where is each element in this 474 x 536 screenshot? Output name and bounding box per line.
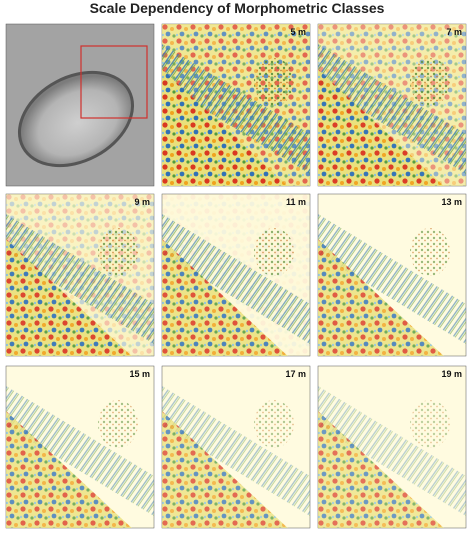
scale-label: 9 m: [134, 197, 150, 207]
stripe-band: [318, 386, 466, 516]
lowland-texture: [162, 411, 288, 528]
cluster: [254, 228, 294, 276]
cluster: [98, 228, 138, 276]
scale-label: 19 m: [441, 369, 462, 379]
lowland-texture: [162, 69, 288, 186]
scale-label: 5 m: [290, 27, 306, 37]
cluster: [410, 58, 450, 106]
scale-panel: 19 m: [317, 365, 467, 529]
scale-panel: 11 m: [161, 193, 311, 357]
scale-label: 7 m: [446, 27, 462, 37]
scale-panel: 15 m: [5, 365, 155, 529]
scale-label: 17 m: [285, 369, 306, 379]
scale-panel: 7 m: [317, 23, 467, 187]
stripe-band: [6, 214, 154, 344]
lowland-texture: [6, 239, 132, 356]
stripe-band: [162, 386, 310, 516]
scale-label: 13 m: [441, 197, 462, 207]
stripe-band: [162, 214, 310, 344]
stripe-band: [6, 386, 154, 516]
stripe-band: [318, 214, 466, 344]
hillshade-panel: [5, 23, 155, 187]
scale-label: 15 m: [129, 369, 150, 379]
cluster: [98, 400, 138, 448]
stripe-band: [318, 44, 466, 174]
scale-label: 11 m: [286, 197, 306, 207]
scale-panel: 17 m: [161, 365, 311, 529]
lowland-texture: [6, 411, 132, 528]
scale-panel: 5 m: [161, 23, 311, 187]
figure-title: Scale Dependency of Morphometric Classes: [90, 0, 385, 16]
cluster: [254, 400, 294, 448]
cluster: [254, 58, 294, 106]
stripe-band: [162, 44, 310, 174]
cluster: [410, 400, 450, 448]
lowland-texture: [162, 239, 288, 356]
cluster: [410, 228, 450, 276]
scale-panel: 13 m: [317, 193, 467, 357]
scale-panel: 9 m: [5, 193, 155, 357]
panel-grid: 5 m 7 m 9 m 11 m 13 m 15 m 17 m 19 m: [5, 23, 467, 529]
